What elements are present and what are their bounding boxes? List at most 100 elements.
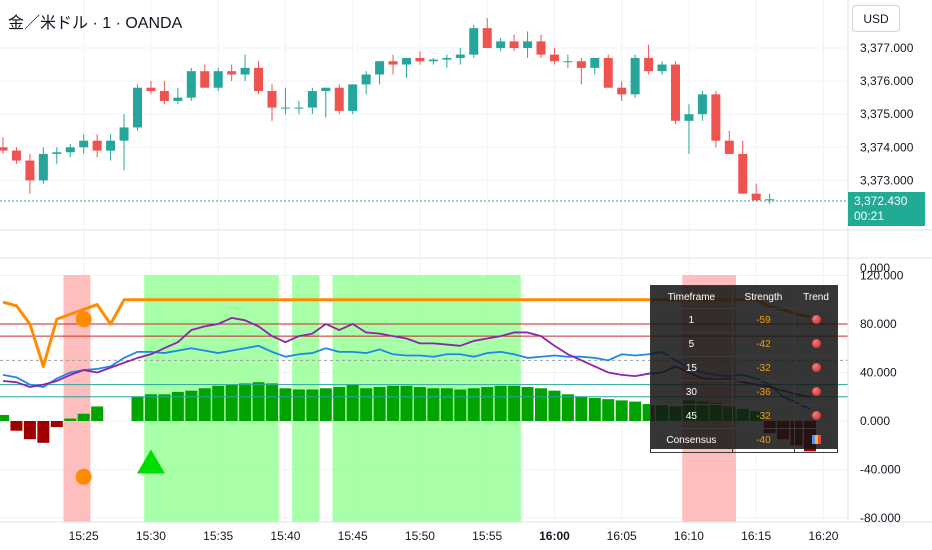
buy-triangle-marker [136, 449, 165, 474]
candle-body [375, 61, 385, 75]
candle-body [482, 28, 492, 48]
symbol-title[interactable]: 金／米ドル · 1 · OANDA [8, 15, 183, 32]
candle-body [25, 160, 35, 181]
indicator-tick-label: 0.000 [860, 414, 890, 428]
trend-cell [794, 380, 838, 405]
histogram-bar [185, 390, 198, 421]
axis-ticks: 3,377.000 3,376.000 3,375.000 3,374.000 3,37… [69, 41, 914, 543]
consensus-strength: -40 [731, 428, 796, 453]
histogram-bar [481, 387, 494, 421]
strength-cell: -42 [731, 332, 796, 357]
histogram-bar [629, 401, 642, 421]
candle-body [240, 67, 250, 75]
candle-body [307, 91, 317, 108]
bearish-dot-icon [811, 338, 821, 348]
candle-body [106, 140, 116, 151]
candle-body [590, 57, 600, 68]
timeframe-cell: 30 [650, 380, 733, 405]
histogram-bar [602, 399, 615, 421]
candle-body [644, 57, 654, 72]
histogram-bar [521, 387, 534, 421]
candle-body [38, 153, 48, 181]
time-tick-label: 15:25 [69, 529, 99, 543]
candle-body [671, 64, 680, 121]
candle-body [159, 91, 169, 101]
histogram-bar [454, 389, 467, 421]
candle-body [11, 150, 21, 161]
histogram-bar [306, 389, 319, 421]
histogram-bar [440, 388, 453, 421]
indicator-tick-label: 80.000 [860, 317, 897, 331]
candle-body [442, 57, 452, 60]
timeframe-cell: 5 [650, 332, 733, 357]
table-row: 5 -42 [650, 332, 838, 357]
histogram-bar [131, 396, 144, 421]
candle-body [79, 140, 89, 148]
strength-cell: -32 [731, 356, 796, 381]
time-tick-label: 15:30 [136, 529, 166, 543]
candle-body [711, 94, 721, 141]
candle-body [549, 54, 559, 62]
time-tick-label: 15:50 [405, 529, 435, 543]
axes [0, 0, 932, 523]
candle-body [52, 152, 62, 154]
bearish-dot-icon [811, 362, 821, 372]
strength-table: Timeframe Strength Trend 1 -59 5 -42 15 … [650, 285, 838, 453]
histogram-bar [239, 383, 252, 421]
candle-body [576, 61, 586, 68]
time-tick-label: 16:05 [607, 529, 637, 543]
bearish-dot-icon [811, 314, 821, 324]
last-price-value: 3,372.430 [854, 194, 908, 208]
currency-button[interactable]: USD [852, 5, 900, 32]
candle-body [0, 147, 8, 151]
candle-body [684, 114, 694, 121]
candle-body [213, 71, 223, 88]
candle-body [617, 87, 627, 95]
table-header-timeframe: Timeframe [650, 285, 733, 309]
histogram-bar [548, 390, 561, 421]
candle-body [146, 87, 156, 92]
candle-body [267, 91, 277, 108]
strength-cell: -59 [731, 308, 796, 333]
price-tick-label: 3,377.000 [860, 41, 914, 55]
last-price-label: 3,372.430 00:21 [848, 192, 925, 226]
bar-countdown: 00:21 [854, 209, 885, 223]
histogram-bar [413, 387, 426, 421]
histogram-bar [508, 385, 521, 421]
candlestick-series [0, 18, 775, 204]
signal-dot-marker [75, 468, 92, 485]
histogram-bar [373, 387, 386, 421]
price-tick-label: 3,375.000 [860, 107, 914, 121]
candle-body [415, 57, 425, 62]
strength-cell: -32 [731, 404, 796, 429]
table-row: 15 -32 [650, 356, 838, 381]
candle-body [173, 97, 183, 101]
histogram-bar [346, 384, 359, 421]
bearish-dot-icon [811, 386, 821, 396]
time-tick-label: 16:00 [539, 529, 570, 543]
trend-cell [794, 308, 838, 333]
chart-icon [811, 434, 821, 444]
table-header-trend: Trend [794, 285, 838, 309]
candle-body [294, 107, 304, 109]
candle-body [348, 84, 358, 111]
histogram-bar [171, 391, 184, 421]
indicator-tick-label: 40.000 [860, 365, 897, 379]
timeframe-cell: 45 [650, 404, 733, 429]
time-tick-label: 15:45 [338, 529, 368, 543]
candle-body [334, 87, 344, 111]
bearish-dot-icon [811, 410, 821, 420]
histogram-bar [91, 406, 104, 421]
candle-body [469, 28, 479, 55]
signal-markers [75, 311, 165, 485]
table-row: 30 -36 [650, 380, 838, 405]
histogram-bar [64, 418, 77, 421]
consensus-row: Consensus -40 [650, 428, 838, 453]
candle-body [738, 153, 748, 194]
candle-body [765, 199, 775, 201]
candle-body [92, 140, 102, 151]
table-header-strength: Strength [731, 285, 796, 309]
candle-body [65, 147, 75, 153]
time-tick-label: 15:55 [472, 529, 502, 543]
